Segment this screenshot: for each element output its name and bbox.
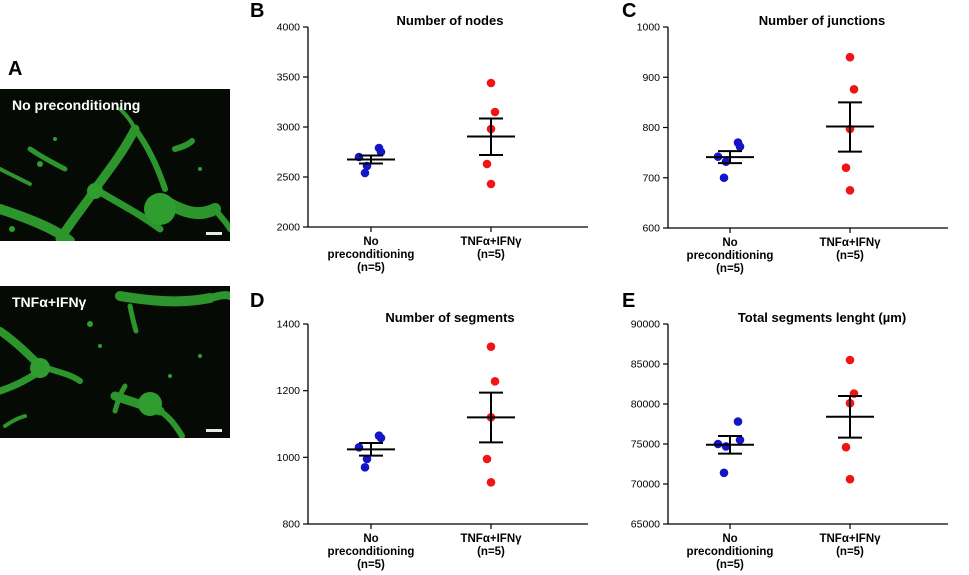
y-tick-label: 700: [642, 172, 660, 184]
x-category-label: preconditioning: [328, 249, 415, 261]
data-point: [845, 474, 855, 484]
panel-letter-a: A: [8, 58, 23, 80]
scale-bar-1: [206, 232, 222, 235]
chart-title: Total segments lenght (µm): [738, 310, 906, 325]
data-point: [360, 168, 370, 178]
data-point: [490, 107, 500, 117]
data-point: [719, 173, 729, 183]
y-tick-label: 800: [282, 519, 300, 531]
y-tick-label: 85000: [631, 359, 660, 371]
x-category-label: (n=5): [357, 262, 385, 274]
data-point: [360, 463, 370, 472]
x-category-label: TNFα+IFNγ: [819, 237, 881, 249]
micro-image-tnfa-ifng: TNFα+IFNγ: [0, 286, 230, 438]
x-category-label: (n=5): [836, 250, 864, 262]
y-tick-label: 1200: [277, 385, 301, 397]
data-point: [482, 159, 492, 169]
data-point: [354, 443, 364, 452]
chart-total-segments-length: Total segments lenght (µm) 65000 70000 7500…: [631, 310, 948, 571]
y-tick-label: 600: [642, 223, 660, 235]
micro-image-no-preconditioning: No preconditioning: [0, 89, 230, 241]
x-category-label: (n=5): [836, 546, 864, 558]
x-category-label: No: [722, 533, 737, 545]
y-tick-label: 90000: [631, 319, 660, 331]
chart-number-of-nodes: Number of nodes 2000 2500 3000 3500 4000 Nopre…: [277, 13, 588, 274]
y-tick-label: 1400: [277, 319, 301, 331]
x-category-label: preconditioning: [328, 546, 415, 558]
data-point: [849, 85, 859, 94]
data-point: [845, 52, 855, 62]
y-tick-label: 3500: [277, 72, 301, 84]
y-tick-label: 800: [642, 122, 660, 134]
data-point: [482, 454, 492, 464]
x-category-label: No: [363, 236, 378, 248]
y-tick-label: 70000: [631, 479, 660, 491]
data-point: [841, 163, 851, 172]
x-category-label: (n=5): [716, 559, 744, 571]
x-category-label: TNFα+IFNγ: [460, 236, 522, 248]
micro-label-no-preconditioning: No preconditioning: [12, 97, 141, 113]
scale-bar-2: [206, 429, 222, 432]
data-point: [845, 355, 855, 365]
data-point: [486, 342, 496, 351]
x-category-label: TNFα+IFNγ: [460, 533, 522, 545]
chart-title: Number of junctions: [759, 13, 885, 28]
y-tick-label: 900: [642, 72, 660, 84]
x-category-label: No: [722, 237, 737, 249]
panel-letter-c: C: [622, 0, 637, 22]
x-category-label: preconditioning: [687, 546, 774, 558]
data-point: [735, 435, 745, 445]
panel-letter-b: B: [250, 0, 265, 22]
chart-number-of-junctions: Number of junctions 600 700 800 900 1000 Nopre…: [637, 13, 948, 275]
data-point: [486, 179, 496, 189]
data-point: [486, 478, 496, 487]
chart-title: Number of segments: [385, 310, 514, 325]
panel-letter-e: E: [622, 290, 636, 312]
y-tick-label: 1000: [637, 22, 661, 34]
y-tick-label: 65000: [631, 519, 660, 531]
chart-number-of-segments: Number of segments 800 1000 1200 1400 Nopreco…: [277, 310, 588, 571]
x-category-label: No: [363, 533, 378, 545]
y-tick-label: 1000: [277, 452, 301, 464]
micro-label-tnfa-ifng: TNFα+IFNγ: [12, 294, 87, 310]
y-tick-label: 2500: [277, 172, 301, 184]
y-tick-label: 4000: [277, 22, 301, 34]
y-tick-label: 80000: [631, 399, 660, 411]
y-tick-label: 3000: [277, 122, 301, 134]
data-point: [490, 377, 500, 386]
data-point: [735, 142, 745, 151]
data-point: [733, 417, 743, 426]
x-category-label: (n=5): [357, 559, 385, 571]
data-point: [376, 433, 386, 443]
x-category-label: (n=5): [716, 263, 744, 275]
data-point: [362, 454, 372, 464]
panel-letter-d: D: [250, 290, 265, 312]
data-point: [845, 186, 855, 195]
x-category-label: (n=5): [477, 249, 505, 261]
x-category-label: TNFα+IFNγ: [819, 533, 881, 545]
y-tick-label: 2000: [277, 222, 301, 234]
data-point: [841, 442, 851, 452]
data-point: [486, 78, 496, 88]
y-tick-label: 75000: [631, 439, 660, 451]
micro-image-2-network: [0, 286, 230, 438]
micro-image-1-network: [0, 89, 230, 241]
chart-title: Number of nodes: [397, 13, 504, 28]
x-category-label: (n=5): [477, 546, 505, 558]
x-category-label: preconditioning: [687, 250, 774, 262]
data-point: [376, 147, 386, 157]
data-point: [719, 468, 729, 478]
